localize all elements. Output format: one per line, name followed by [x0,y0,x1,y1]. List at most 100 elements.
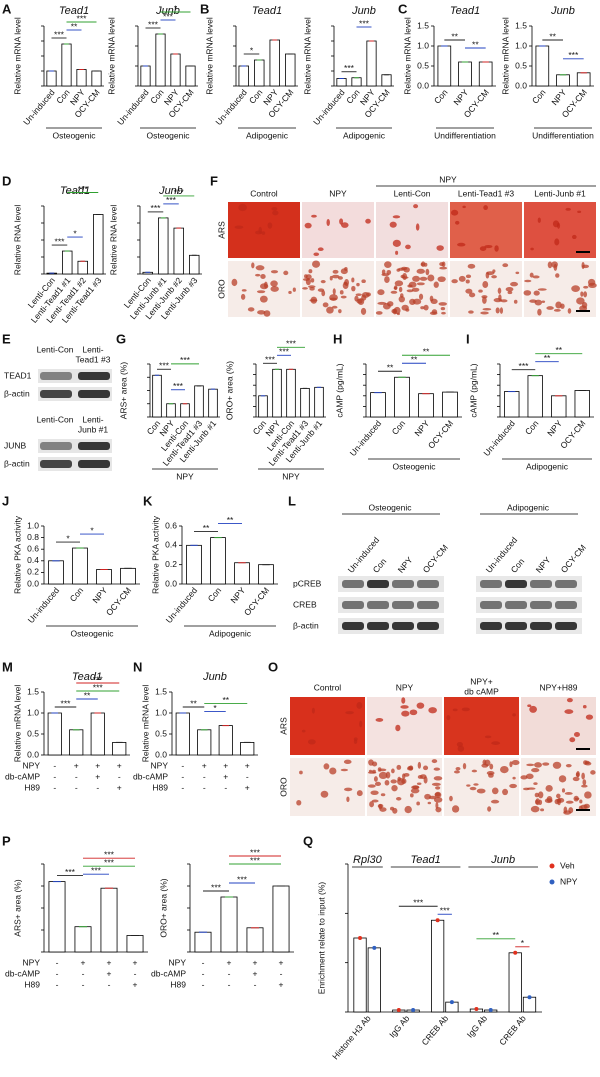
y-axis-label: ARS+ area (%) [118,362,128,420]
stain-spot [431,759,438,764]
stain-spot [255,230,263,235]
y-tick-label: 1.5 [417,20,429,30]
significance-label: *** [180,355,191,365]
y-tick-label: 0.8 [27,532,39,542]
stain-spot [403,772,410,777]
chart-title: Tead1 [72,671,102,683]
stain-spot [307,739,316,745]
blot-band [367,580,389,588]
data-point [449,1000,454,1005]
stain-spot [564,792,573,795]
stain-spot [418,293,424,300]
stain-spot [441,311,446,315]
x-tick-label: Un-induced [26,585,62,625]
stain-spot [408,281,417,288]
bar [300,387,310,418]
bar [246,927,264,953]
stain-spot [491,741,501,745]
stain-spot [373,776,378,782]
stain-spot [403,266,410,273]
stain-spot [462,205,466,209]
stain-spot [401,697,406,704]
stain-spot [435,786,441,790]
panel-letter: Q [303,833,313,848]
legend-marker [549,879,555,885]
stain-spot [494,245,499,252]
stain-spot [338,309,342,314]
significance-label: *** [55,236,66,246]
treatment-mark: + [253,968,258,978]
stain-spot [416,702,425,709]
significance-label: *** [65,867,76,877]
significance-label: *** [61,698,72,708]
micrograph [376,202,448,258]
significance-label: *** [173,381,184,391]
stain-spot [382,303,391,310]
legend-label: Veh [560,860,575,870]
stain-spot [507,290,513,295]
bar [100,887,118,953]
stain-spot [534,792,540,798]
x-tick-label: NPY [451,87,470,107]
stain-spot [489,763,494,770]
bar [74,926,92,953]
significance-label: *** [237,874,248,884]
stain-spot [356,702,363,709]
bar [234,562,250,585]
stain-spot [320,280,326,284]
stain-spot [541,300,546,303]
stain-spot [473,783,479,786]
bar [155,33,166,87]
treatment-mark: - [82,979,85,989]
blot-band [40,460,72,468]
stain-spot [405,308,410,312]
row-label: JUNB [4,440,27,450]
group-label: Osteogenic [53,130,97,140]
panel-letter: P [2,833,11,848]
stain-spot [356,790,363,797]
treatment-mark: + [253,957,258,967]
bar [189,254,200,275]
stain-spot [465,279,470,284]
y-tick-label: 1.0 [27,707,39,717]
blot-band [392,622,414,630]
stain-spot [374,781,382,787]
stain-spot [571,285,580,292]
stain-spot [435,806,442,813]
data-point [513,950,518,955]
stain-spot [433,776,443,781]
stain-spot [588,282,597,289]
bar [370,392,386,418]
group-label: Osteogenic [369,502,413,512]
stain-spot [394,280,404,287]
blot-bg [338,576,444,592]
stain-spot [476,788,486,794]
column-label: NPY [329,188,347,198]
blot-band [40,390,72,398]
bar [431,919,445,1013]
stain-spot [375,311,383,315]
stain-spot [433,281,439,288]
chart-title: Tead1 [59,5,89,17]
micrograph [290,697,365,755]
blot-band [342,601,364,609]
treatment-mark: + [245,782,250,792]
x-tick-label: Un-induced [21,87,57,127]
stain-spot [310,296,318,304]
stain-spot [332,269,339,274]
stain-spot [351,285,356,292]
treatment-mark: - [118,771,121,781]
treatment-mark: - [96,782,99,792]
stain-spot [255,273,261,277]
significance-label: *** [159,361,170,371]
stain-spot [398,295,405,303]
stain-spot [531,767,540,773]
stain-spot [317,288,325,292]
data-point [358,936,363,940]
bar [120,567,136,585]
panel-letter: H [333,331,342,346]
blot-band [505,622,527,630]
significance-label: ** [451,31,458,41]
stain-spot [585,714,594,720]
significance-label: *** [77,13,88,23]
